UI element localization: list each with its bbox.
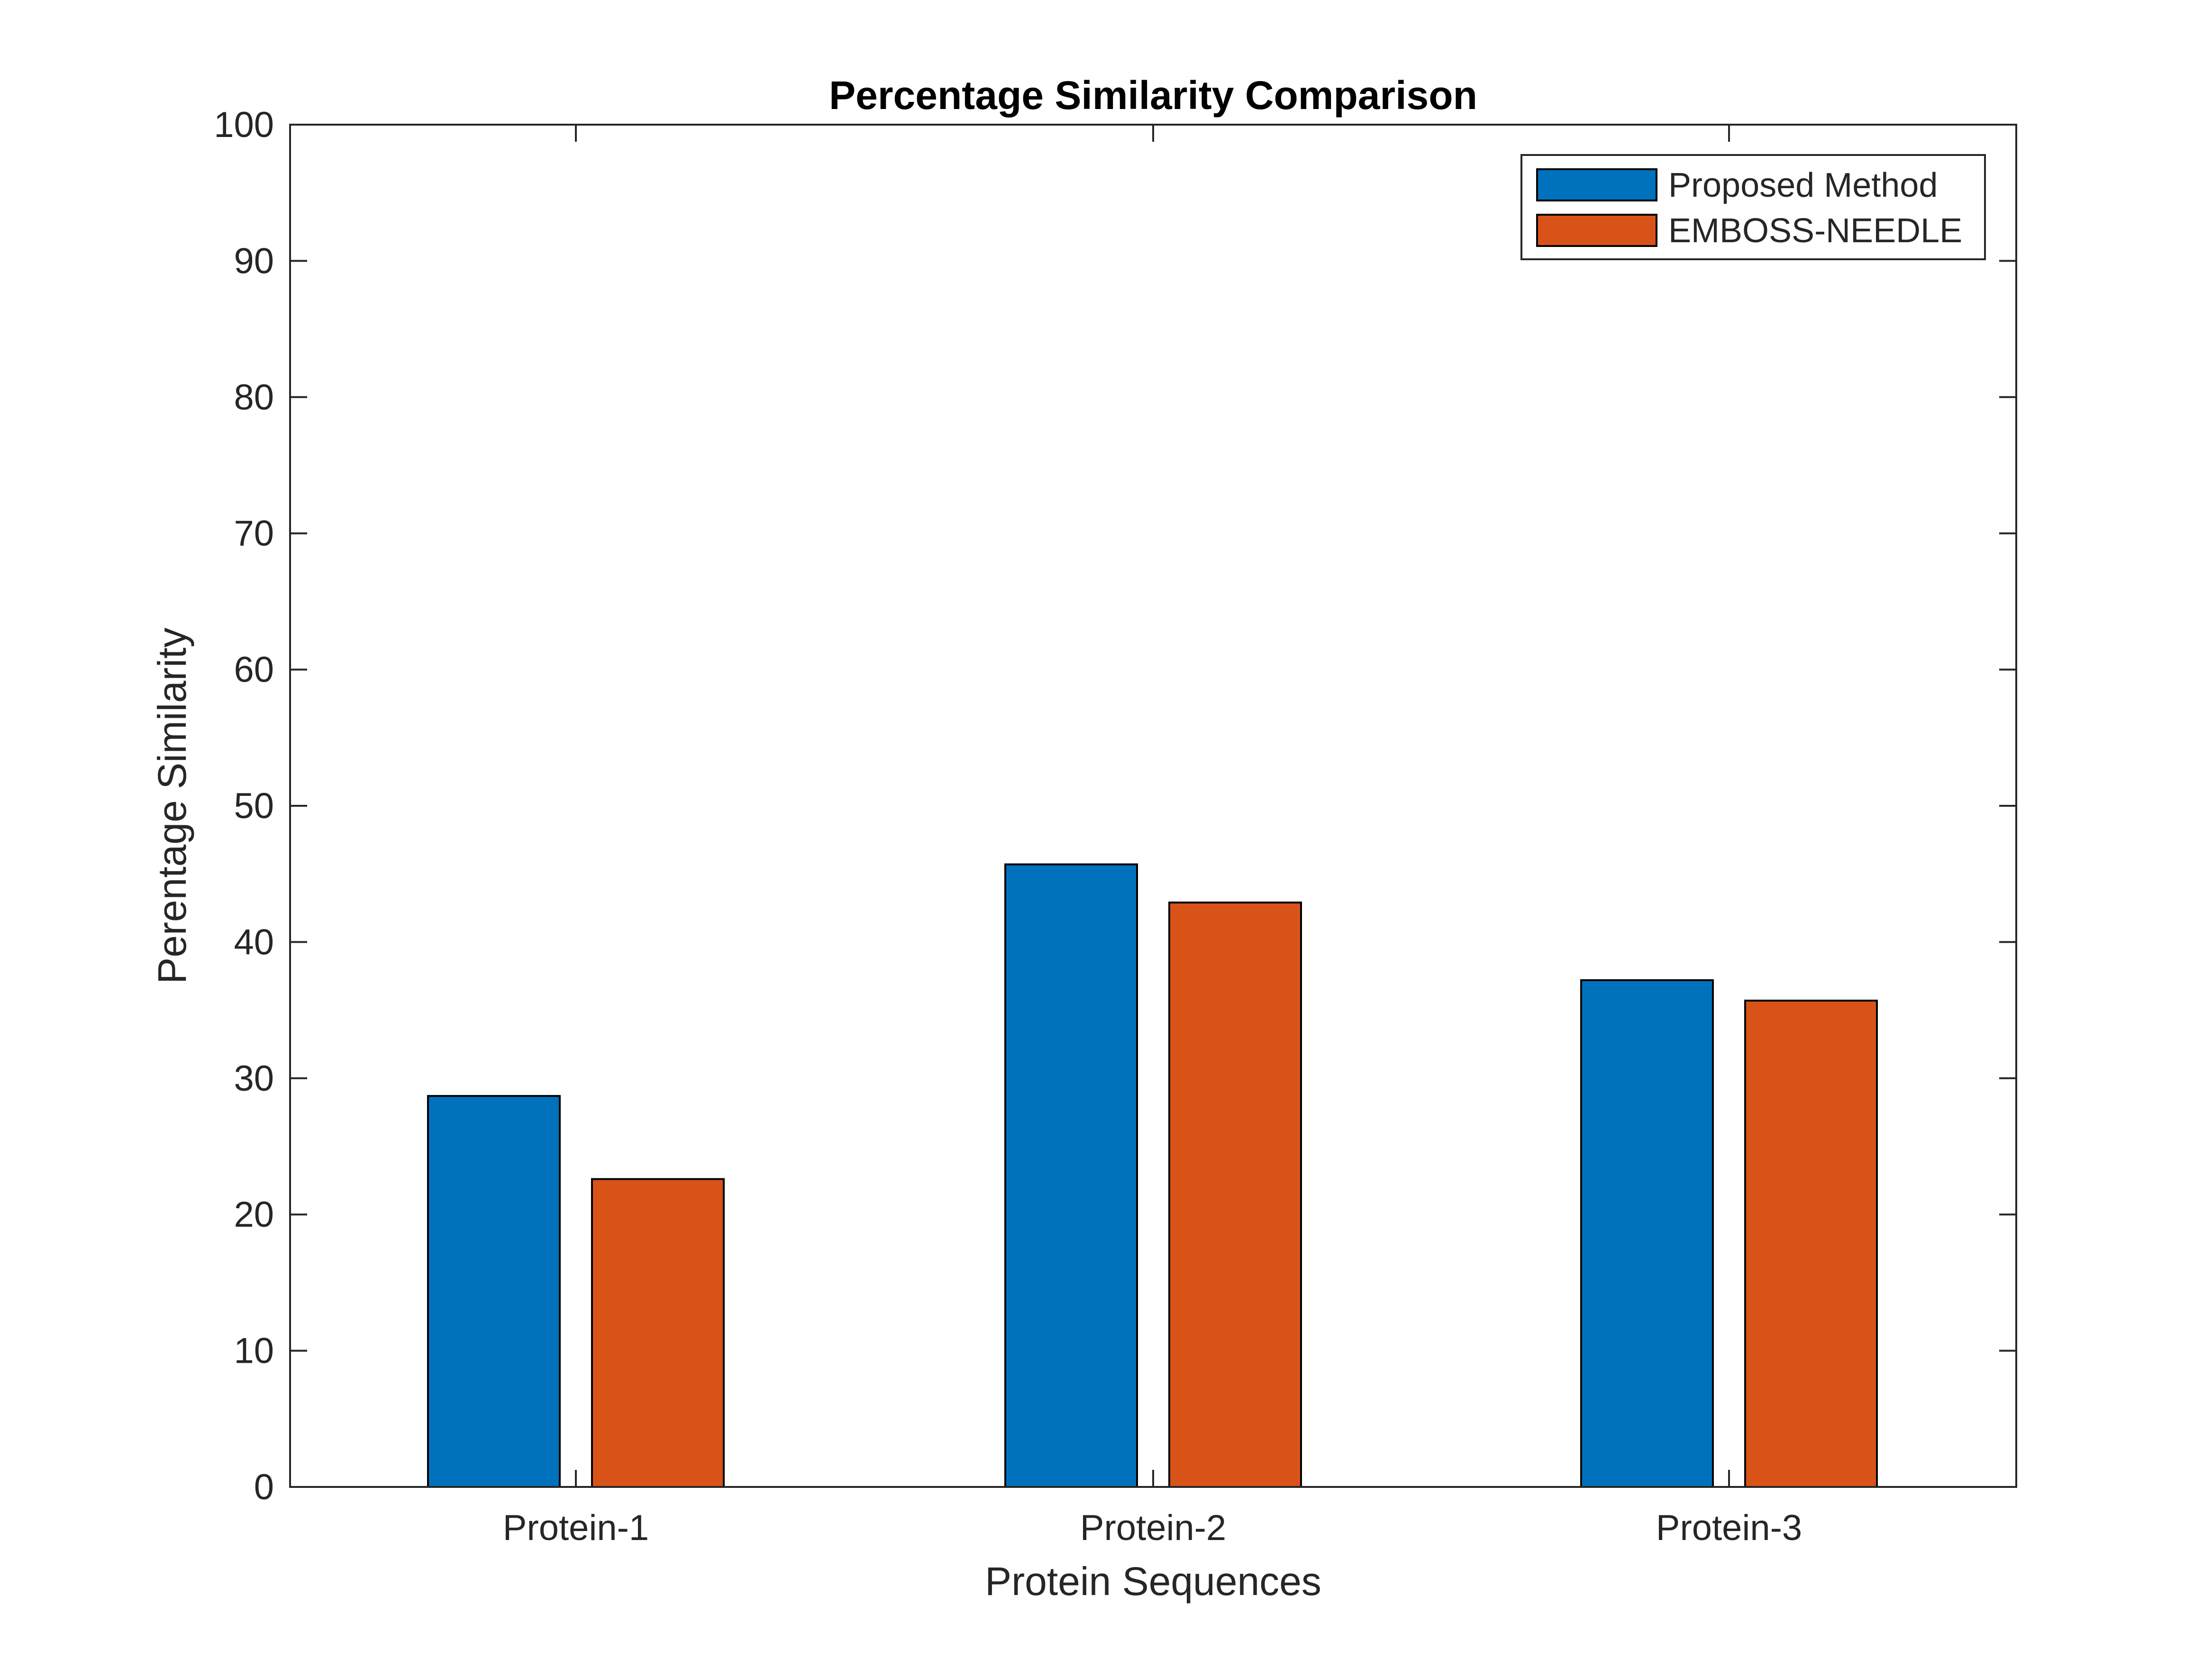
- y-tick-label: 60: [234, 650, 274, 690]
- y-tick-label: 40: [234, 922, 274, 962]
- plot-area: [290, 125, 2016, 1487]
- x-tick-label-protein-2: Protein-2: [1080, 1508, 1226, 1548]
- y-tick-label: 70: [234, 513, 274, 554]
- ticks-group: 0 10 20 30 40 50 60 70 80 90 100 Protein-1 Protein-2…: [214, 105, 2016, 1548]
- bar-protein-1-emboss-needle: [591, 1178, 725, 1488]
- y-tick-label: 100: [214, 105, 274, 145]
- y-tick-label: 30: [234, 1058, 274, 1099]
- bar-protein-3-emboss-needle: [1744, 999, 1878, 1488]
- legend: Proposed Method EMBOSS-NEEDLE: [1520, 154, 1986, 260]
- y-tick-label: 50: [234, 786, 274, 826]
- y-tick-label: 0: [254, 1467, 274, 1507]
- bar-protein-2-emboss-needle: [1168, 902, 1302, 1488]
- chart-title: Percentage Similarity Comparison: [829, 73, 1477, 118]
- bar-protein-1-proposed-method: [427, 1095, 561, 1488]
- legend-label-emboss-needle: EMBOSS-NEEDLE: [1668, 212, 1962, 250]
- y-tick-label: 80: [234, 377, 274, 418]
- y-axis-label: Perentage Similarity: [150, 628, 194, 984]
- bars-group: [427, 863, 1878, 1488]
- x-axis-label: Protein Sequences: [985, 1559, 1321, 1604]
- x-tick-label-protein-1: Protein-1: [503, 1508, 649, 1548]
- x-tick-label-protein-3: Protein-3: [1656, 1508, 1802, 1548]
- legend-swatch-proposed-method: [1536, 168, 1657, 201]
- y-tick-label: 20: [234, 1194, 274, 1235]
- y-tick-label: 10: [234, 1331, 274, 1371]
- bar-protein-3-proposed-method: [1580, 979, 1714, 1488]
- bar-protein-2-proposed-method: [1004, 863, 1138, 1488]
- y-tick-label: 90: [234, 241, 274, 281]
- legend-swatch-emboss-needle: [1536, 214, 1657, 247]
- legend-label-proposed-method: Proposed Method: [1668, 166, 1938, 204]
